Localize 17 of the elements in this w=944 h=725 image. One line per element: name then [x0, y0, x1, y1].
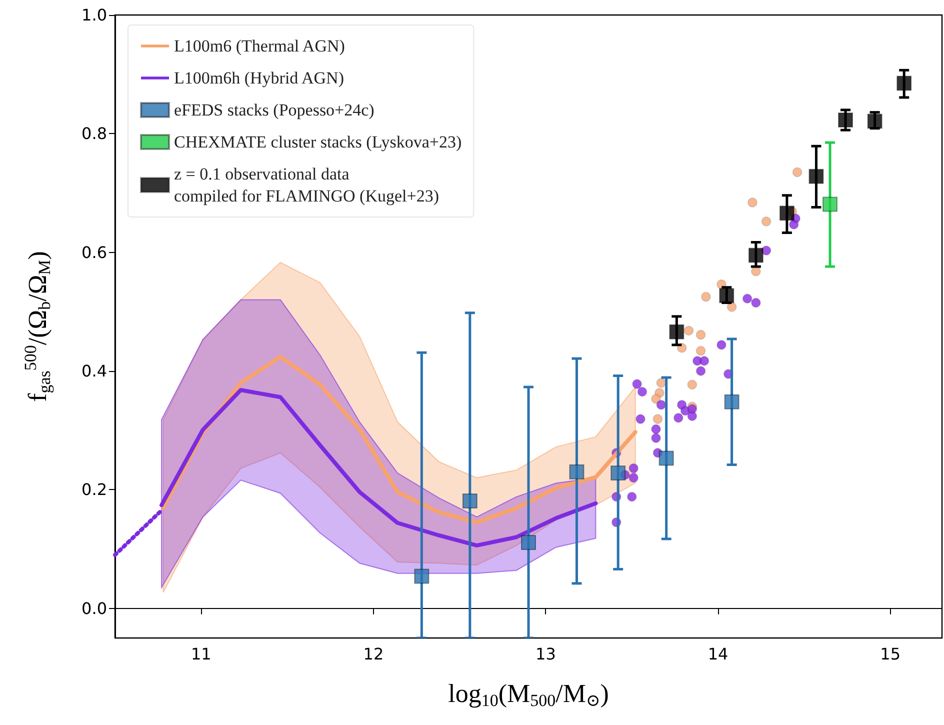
x-tick-label: 14 [708, 644, 728, 664]
y-tick-label: 0.6 [82, 242, 107, 262]
y-tick-label: 0.8 [82, 124, 107, 144]
x-tick-label: 11 [190, 644, 212, 664]
x-tick-label: 13 [536, 644, 556, 664]
y-tick-label: 1.0 [82, 6, 107, 24]
y-tick-label: 0.2 [82, 480, 107, 500]
legend-label: eFEDS stacks (Popesso+24c) [174, 100, 374, 120]
legend-label: L100m6h (Hybrid AGN) [174, 68, 344, 88]
y-tick-label: 0.0 [82, 598, 107, 618]
y-axis-title: fgas500/(Ωb/ΩM) [21, 251, 54, 402]
legend-label: z = 0.1 observational data compiled for FLAMINGO (Kugel+23) [174, 164, 440, 206]
x-tick-label: 12 [363, 644, 384, 664]
legend-label: CHEXMATE cluster stacks (Lyskova+23) [174, 132, 462, 152]
y-tick-label: 0.4 [82, 362, 107, 380]
legend-label: L100m6 (Thermal AGN) [174, 36, 345, 56]
x-tick-label: 15 [880, 644, 900, 664]
